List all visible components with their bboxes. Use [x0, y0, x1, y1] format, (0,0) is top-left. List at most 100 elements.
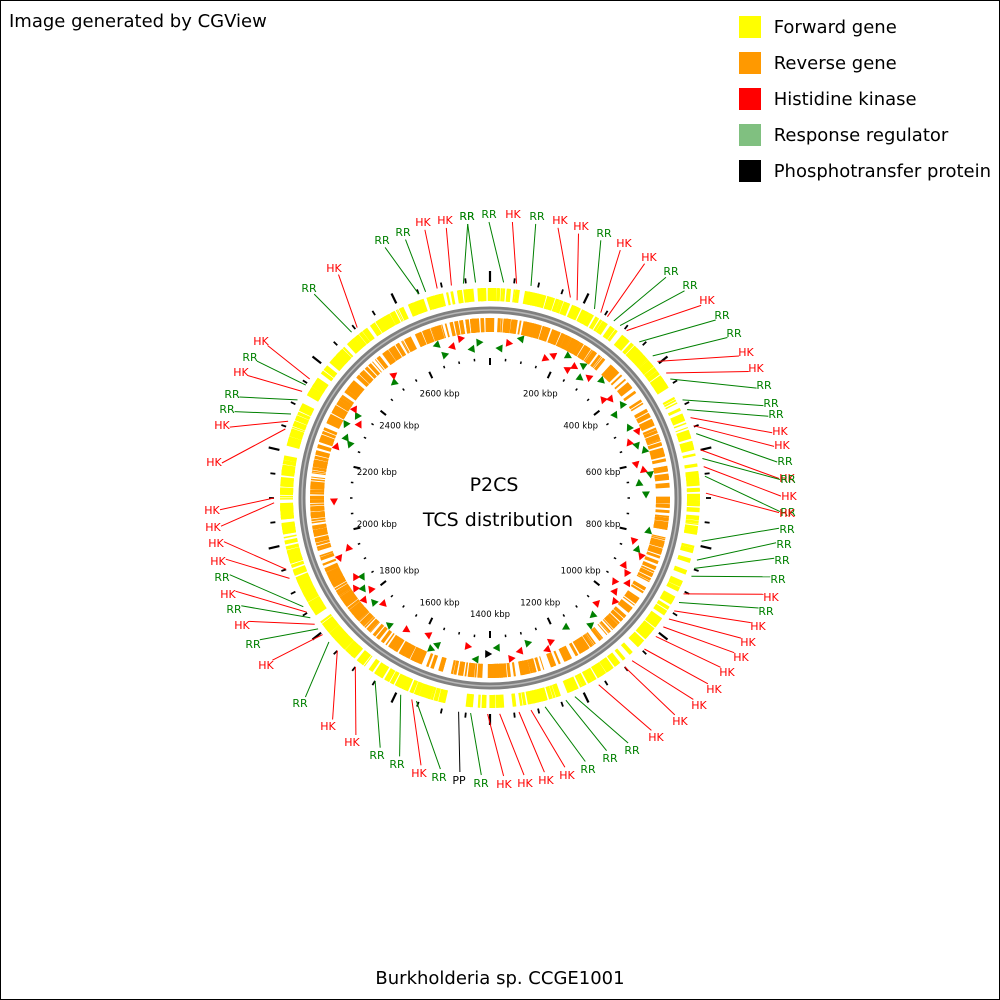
forward-gene [527, 690, 535, 705]
forward-gene [521, 691, 527, 706]
reverse-gene [586, 351, 597, 364]
outer-tick [390, 692, 398, 703]
reverse-gene [618, 600, 632, 612]
callout-line [598, 684, 652, 731]
forward-gene [543, 295, 549, 309]
ruler-tick [593, 580, 601, 587]
callout-label-hk: HK [206, 456, 222, 469]
ruler-tick [363, 436, 367, 440]
outer-tick [281, 424, 287, 428]
callout-label-hk: HK [210, 555, 226, 568]
reverse-gene [359, 372, 372, 384]
reverse-gene [654, 519, 669, 525]
genome-backbone [298, 306, 682, 690]
outer-tick [604, 310, 609, 316]
forward-gene [649, 375, 664, 387]
ruler-tick [379, 409, 387, 416]
forward-gene [282, 462, 296, 467]
callout-line [488, 221, 505, 283]
outer-tick [290, 590, 296, 595]
forward-gene [525, 691, 532, 705]
callout-line [606, 263, 646, 317]
forward-gene [369, 659, 380, 673]
response-regulator-marker [641, 491, 650, 499]
histidine-kinase-marker [570, 362, 579, 370]
reverse-gene [495, 663, 499, 678]
outer-tick [268, 446, 280, 452]
reverse-gene [655, 509, 670, 513]
reverse-gene [571, 340, 581, 355]
callout-label-hk: HK [415, 216, 431, 229]
histidine-kinase-marker [331, 442, 340, 451]
reverse-gene [577, 344, 588, 359]
callout-line [259, 628, 319, 641]
ruler-label: 800 kbp [586, 520, 621, 530]
forward-gene [290, 560, 304, 566]
callout-line [445, 227, 452, 286]
reverse-gene [313, 460, 328, 467]
forward-gene [576, 309, 585, 323]
reverse-gene [344, 595, 358, 607]
response-regulator-marker [645, 470, 654, 479]
forward-gene [614, 649, 625, 661]
reverse-gene [352, 380, 365, 391]
forward-gene [564, 679, 572, 693]
reverse-gene [362, 369, 374, 381]
forward-gene [280, 487, 294, 493]
forward-gene [356, 650, 368, 663]
forward-gene [648, 612, 661, 624]
forward-gene [335, 630, 346, 641]
histidine-kinase-marker [630, 537, 639, 545]
ruler-tick [534, 627, 537, 631]
callout-label-rr: RR [682, 279, 698, 292]
histidine-kinase-marker [508, 654, 516, 663]
reverse-gene [402, 340, 410, 354]
reverse-gene [477, 663, 480, 678]
legend-label: Forward gene [773, 16, 897, 38]
histidine-kinase-marker [549, 352, 558, 361]
reverse-gene [334, 405, 348, 415]
callout-label-rr: RR [214, 571, 230, 584]
center-title: P2CS [470, 474, 519, 496]
reverse-gene [402, 642, 411, 657]
forward-gene [652, 378, 665, 389]
forward-gene [506, 288, 511, 302]
forward-gene [390, 671, 400, 685]
outer-tick [439, 282, 443, 288]
callout-label-hk: HK [779, 507, 795, 520]
reverse-gene [579, 636, 590, 650]
callout-label-rr: RR [374, 234, 390, 247]
forward-gene [280, 512, 294, 518]
forward-gene [502, 694, 505, 708]
forward-gene [430, 296, 436, 310]
response-regulator-marker [495, 344, 503, 353]
reverse-gene [376, 626, 388, 640]
histidine-kinase-marker [546, 638, 555, 647]
callout-label-hk: HK [437, 214, 453, 227]
reverse-gene [334, 581, 348, 591]
ruler-label: 1400 kbp [470, 610, 510, 620]
reverse-gene [561, 335, 571, 350]
forward-gene [662, 590, 676, 601]
reverse-gene [403, 338, 414, 353]
callout-label-hk: HK [234, 619, 250, 632]
forward-gene [394, 673, 404, 687]
reverse-gene [653, 525, 668, 531]
outer-tick [390, 293, 398, 304]
reverse-gene [322, 558, 337, 566]
forward-gene [638, 360, 652, 373]
forward-gene [342, 637, 354, 650]
forward-gene [286, 546, 301, 555]
reverse-gene [313, 532, 328, 538]
reverse-gene [351, 604, 364, 615]
legend-swatch [738, 16, 761, 38]
forward-gene [287, 436, 302, 445]
reverse-gene [464, 662, 468, 677]
histidine-kinase-marker [368, 585, 376, 594]
callout-line [657, 355, 740, 362]
ruler-tick [363, 556, 367, 560]
forward-gene [352, 338, 363, 349]
histidine-kinase-marker [349, 405, 358, 414]
forward-gene [282, 464, 296, 471]
callout-label-rr: RR [770, 573, 786, 586]
